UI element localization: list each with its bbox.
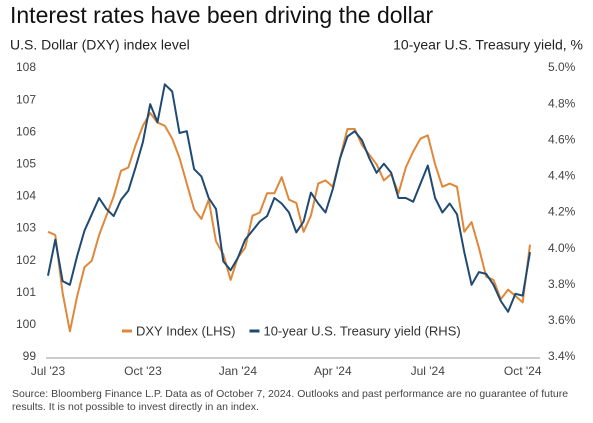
- y-tick-label: 104: [16, 189, 36, 203]
- source-note: Source: Bloomberg Finance L.P. Data as o…: [12, 388, 569, 413]
- y2-tick-label: 5.0%: [548, 60, 576, 74]
- y-tick-label: 106: [16, 124, 36, 138]
- y2-tick-label: 4.0%: [548, 241, 576, 255]
- x-tick-label: Jul '23: [31, 364, 66, 378]
- y2-tick-label: 4.4%: [548, 169, 576, 183]
- x-tick-label: Jan '24: [219, 364, 258, 378]
- series-line: [47, 112, 531, 333]
- chart: Interest rates have been driving the dol…: [10, 2, 583, 378]
- y-tick-label: 105: [16, 157, 36, 171]
- y-tick-label: 108: [16, 60, 36, 74]
- x-tick-label: Apr '24: [314, 364, 352, 378]
- y-tick-label: 107: [16, 92, 36, 106]
- y-tick-label: 99: [23, 349, 37, 363]
- series-line: [47, 83, 531, 313]
- x-tick-label: Oct '23: [124, 364, 162, 378]
- y2-axis-title: 10-year U.S. Treasury yield, %: [393, 37, 583, 53]
- y2-tick-label: 3.4%: [548, 349, 576, 363]
- y2-tick-label: 3.6%: [548, 313, 576, 327]
- y-axis-title: U.S. Dollar (DXY) index level: [10, 37, 190, 53]
- y-tick-label: 100: [16, 317, 36, 331]
- legend-label: 10-year U.S. Treasury yield (RHS): [263, 323, 460, 338]
- y2-tick-label: 4.2%: [548, 205, 576, 219]
- x-tick-label: Oct '24: [504, 364, 542, 378]
- y-tick-label: 102: [16, 253, 36, 267]
- y2-tick-label: 4.8%: [548, 96, 576, 110]
- y2-tick-label: 4.6%: [548, 132, 576, 146]
- y2-tick-label: 3.8%: [548, 277, 576, 291]
- chart-title: Interest rates have been driving the dol…: [10, 2, 434, 28]
- x-tick-label: Jul '24: [411, 364, 446, 378]
- y-tick-label: 101: [16, 285, 36, 299]
- legend-label: DXY Index (LHS): [136, 323, 235, 338]
- y-tick-label: 103: [16, 221, 36, 235]
